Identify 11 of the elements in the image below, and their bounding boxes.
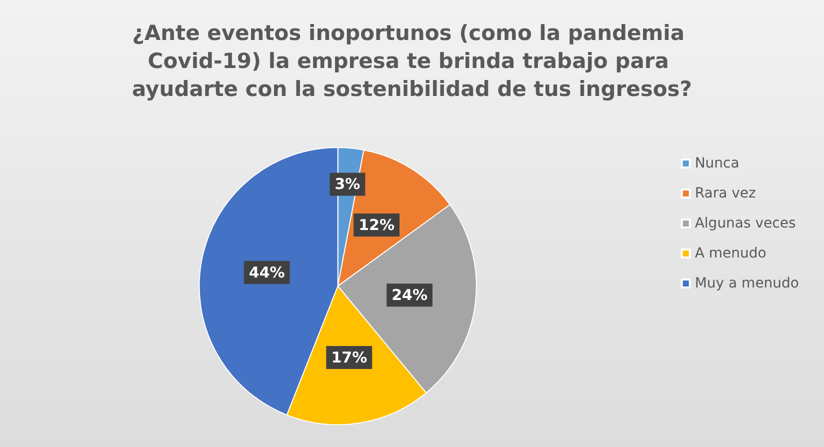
- data-label: 24%: [392, 286, 428, 304]
- legend-label: A menudo: [694, 246, 766, 262]
- legend-label: Algunas veces: [694, 216, 796, 232]
- legend-label: Rara vez: [694, 186, 756, 202]
- legend-label: Muy a menudo: [694, 276, 800, 292]
- legend-label: Nunca: [694, 156, 740, 172]
- data-label: 44%: [248, 264, 285, 282]
- data-label: 12%: [358, 216, 395, 234]
- data-label: 3%: [334, 175, 360, 194]
- chart-title: ¿Ante eventos inoportunos (como la pandemia Covid-19) la empresa te brinda trabajo para ayudarte con la sostenibilidad de tus ingresos?: [132, 21, 692, 101]
- data-label: 17%: [331, 348, 368, 366]
